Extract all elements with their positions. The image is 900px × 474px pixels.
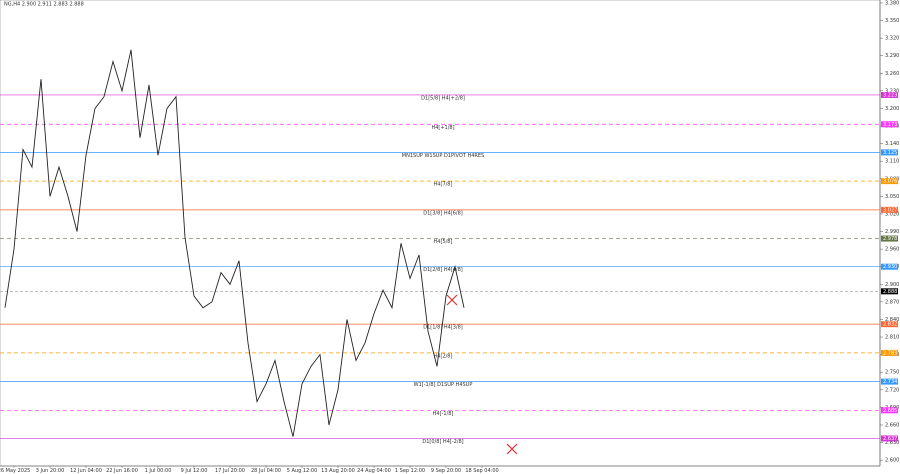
price-tag-label: 2.978 [883,236,897,242]
y-tick-label: 2.960 [885,247,899,253]
price-tag-label: 2.930 [883,264,897,270]
y-tick-label: 2.990 [885,229,899,235]
x-tick-label: 26 May 2025 [0,468,30,474]
price-tag [881,407,898,414]
x-tick-label: 28 Jul 04:00 [251,468,281,474]
x-tick-label: 18 Sep 04:00 [465,468,498,474]
price-tag [881,178,898,185]
y-tick-label: 3.020 [885,211,899,217]
x-tick-label: 9 Jul 12:00 [181,468,208,474]
chart-title: NG,H4 2.900 2.911 2.883 2.888 [4,2,84,8]
y-tick-label: 2.900 [885,282,899,288]
level-label: D1[3/8] H4[6/8] [423,210,463,216]
y-tick-label: 2.600 [885,458,899,464]
price-tag-label: 2.734 [883,379,897,385]
level-label: H4[+1/8] [431,125,454,131]
y-tick-label: 3.110 [885,159,899,165]
y-tick-label: 2.750 [885,370,899,376]
y-tick-label: 2.660 [885,422,899,428]
y-tick-label: 3.050 [885,194,899,200]
y-tick-label: 3.260 [885,71,899,77]
y-tick-label: 3.290 [885,53,899,59]
price-tag-label: 3.125 [883,150,897,156]
y-tick-label: 2.720 [885,387,899,393]
level-label: W1[-1/8] D1SUP H4SUP [414,382,473,388]
x-tick-label: 9 Sep 20:00 [431,468,461,474]
price-tag-label: 3.223 [883,92,897,98]
plot-frame [0,0,881,467]
level-label: D1[2/8] H4[4/8] [423,267,463,273]
y-tick-label: 3.140 [885,141,899,147]
price-tag [881,149,898,156]
price-tag [881,91,898,98]
y-tick-label: 3.230 [885,88,899,94]
price-tag-label: 3.027 [883,207,897,213]
price-tag [881,378,898,385]
x-tick-label: 12 Jun 04:00 [70,468,102,474]
y-tick-label: 2.870 [885,299,899,305]
price-tag-label: 2.832 [883,322,897,328]
x-tick-label: 1 Jul 00:00 [145,468,172,474]
price-tag [881,121,898,128]
price-tag [881,321,898,328]
level-label: H4[5/8] [434,239,453,245]
level-label: D1[0/8] H4[-2/8] [422,439,463,445]
x-tick-label: 1 Sep 12:00 [395,468,425,474]
price-tag [881,263,898,270]
y-tick-label: 3.200 [885,106,899,112]
marker-x [446,294,518,455]
y-tick-label: 3.320 [885,36,899,42]
x-tick-label: 5 Aug 12:00 [287,468,318,474]
last-price-tag [881,288,898,295]
price-tag-label: 2.783 [883,350,897,356]
y-tick-label: 3.350 [885,18,899,24]
price-tag-label: 3.173 [883,122,897,128]
level-label: MN1SUP W1SUP D1PIVOT H4RES [402,153,484,159]
x-tick-label: 13 Aug 20:00 [321,468,355,474]
y-tick-label: 3.380 [885,0,899,6]
y-tick-label: 2.810 [885,335,899,341]
price-tag-label: 2.637 [883,436,897,442]
x-tick-label: 17 Jul 20:00 [215,468,245,474]
level-label: D1[5/8] H4[+2/8] [421,95,465,101]
x-tick-label: 3 Jun 20:00 [36,468,65,474]
y-tick-label: 2.630 [885,440,899,446]
y-tick-label: 2.840 [885,317,899,323]
level-label: D1[1/8] H4[3/8] [423,325,463,331]
price-line [4,49,465,437]
price-tag [881,206,898,213]
last-price-label: 2.888 [883,289,897,295]
level-label: H4[-1/8] [433,411,454,417]
price-tag-label: 3.076 [883,179,897,185]
level-label: H4[2/8] [434,353,453,359]
price-tag-label: 2.685 [883,408,897,414]
x-tick-label: 24 Aug 04:00 [357,468,391,474]
level-label: H4[7/8] [434,182,453,188]
price-tag [881,235,898,242]
price-tag [881,435,898,442]
x-tick-label: 22 Jun 16:00 [106,468,138,474]
price-tag [881,349,898,356]
